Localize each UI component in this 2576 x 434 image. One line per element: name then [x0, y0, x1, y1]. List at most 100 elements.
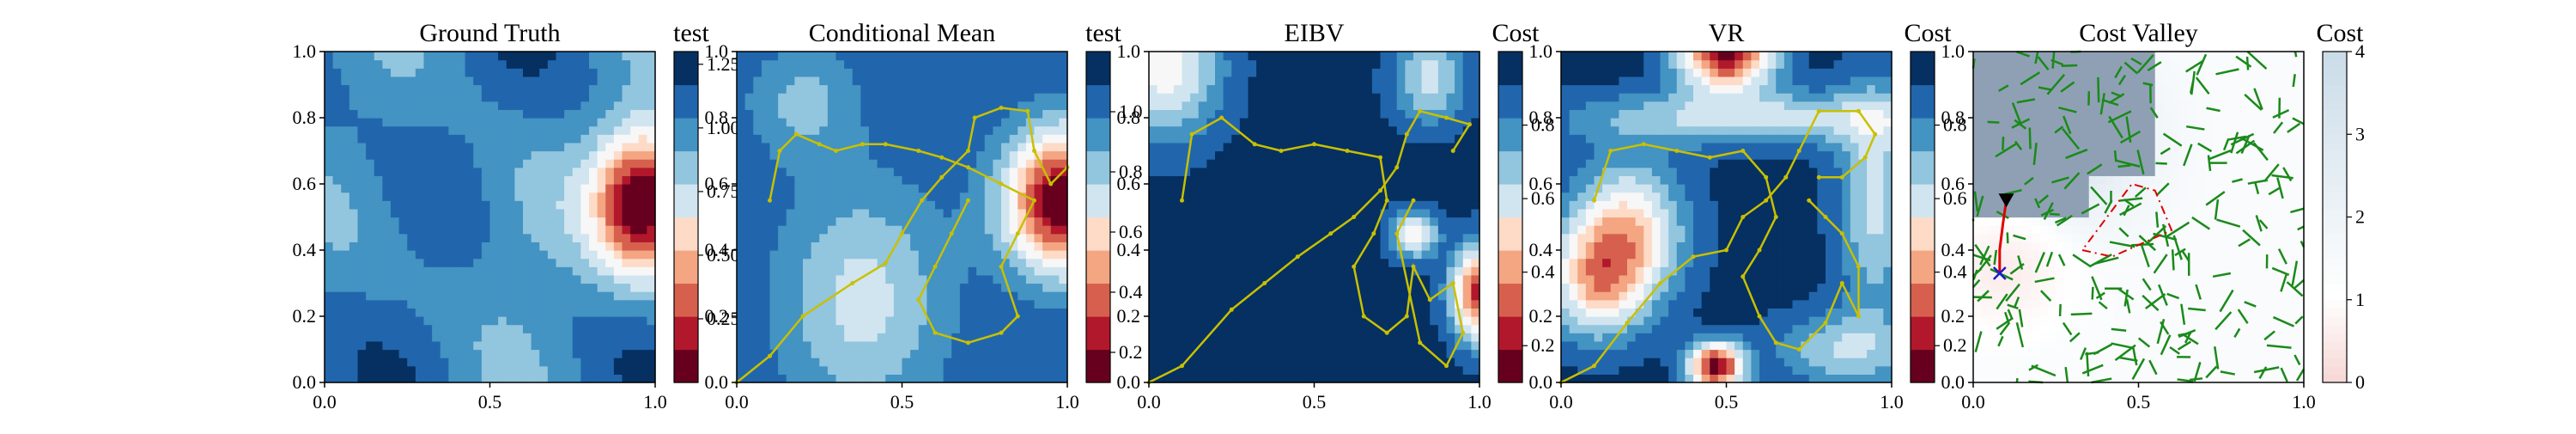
heatmap-cell: [844, 250, 853, 259]
heatmap-cell: [440, 101, 449, 110]
heatmap-cell: [844, 300, 853, 309]
heatmap-cell: [589, 366, 598, 375]
heatmap-cell: [1174, 284, 1182, 292]
heatmap-cell: [630, 225, 639, 234]
heatmap-cell: [1397, 325, 1406, 333]
heatmap-cell: [1381, 76, 1389, 85]
heatmap-cell: [366, 225, 374, 234]
heatmap-cell: [1256, 300, 1265, 309]
heatmap-cell: [564, 68, 573, 76]
heatmap-cell: [860, 175, 869, 184]
heatmap-cell: [803, 366, 811, 375]
heatmap-cell: [1381, 266, 1389, 275]
heatmap-cell: [1297, 275, 1306, 284]
heatmap-cell: [473, 341, 482, 350]
heatmap-cell: [753, 300, 762, 309]
heatmap-cell: [465, 266, 474, 275]
heatmap-cell: [416, 151, 424, 160]
path-waypoint: [1412, 265, 1416, 269]
heatmap-cell: [910, 333, 919, 341]
heatmap-cell: [985, 143, 993, 151]
heatmap-cell: [1463, 266, 1472, 275]
heatmap-cell: [1059, 259, 1067, 267]
heatmap-cell: [1199, 316, 1207, 325]
heatmap-cell: [341, 341, 349, 350]
heatmap-cell: [1149, 109, 1157, 118]
heatmap-cell: [556, 291, 565, 300]
heatmap-cell: [1297, 101, 1306, 110]
heatmap-cell: [391, 134, 399, 143]
heatmap-cell: [1322, 118, 1331, 126]
heatmap-cell: [548, 209, 556, 217]
heatmap-cell: [770, 217, 779, 226]
heatmap-cell: [630, 151, 639, 160]
heatmap-cell: [647, 118, 655, 126]
heatmap-cell: [1463, 60, 1472, 69]
heatmap-cell: [985, 159, 993, 168]
heatmap-cell: [1471, 209, 1479, 217]
heatmap-cell: [358, 333, 367, 341]
heatmap-cell: [885, 126, 894, 135]
heatmap-cell: [919, 109, 927, 118]
heatmap-cell: [416, 193, 424, 201]
heatmap-cell: [1182, 68, 1191, 76]
heatmap-cell: [407, 250, 416, 259]
heatmap-cell: [573, 259, 581, 267]
heatmap-cell: [1364, 225, 1372, 234]
heatmap-cell: [878, 184, 886, 193]
heatmap-cell: [473, 333, 482, 341]
heatmap-cell: [1463, 374, 1472, 382]
heatmap-cell: [1290, 168, 1298, 176]
heatmap-cell: [498, 374, 507, 382]
heatmap-cell: [869, 234, 878, 242]
heatmap-cell: [1059, 175, 1067, 184]
heatmap-cell: [1331, 374, 1340, 382]
heatmap-cell: [507, 93, 515, 101]
heatmap-cell: [482, 101, 490, 110]
heatmap-cell: [869, 350, 878, 358]
heatmap-cell: [399, 101, 408, 110]
heatmap-cell: [473, 52, 482, 60]
heatmap-cell: [498, 200, 507, 209]
heatmap-cell: [1339, 126, 1347, 135]
heatmap-cell: [366, 341, 374, 350]
heatmap-cell: [1290, 316, 1298, 325]
heatmap-cell: [960, 52, 969, 60]
heatmap-cell: [391, 151, 399, 160]
heatmap-cell: [1447, 325, 1455, 333]
heatmap-cell: [639, 168, 647, 176]
heatmap-cell: [803, 241, 811, 250]
heatmap-cell: [819, 225, 828, 234]
heatmap-cell: [1182, 284, 1191, 292]
heatmap-cell: [910, 101, 919, 110]
heatmap-cell: [1347, 52, 1356, 60]
heatmap-cell: [1231, 60, 1240, 69]
heatmap-cell: [819, 151, 828, 160]
heatmap-cell: [745, 209, 754, 217]
heatmap-cell: [366, 143, 374, 151]
heatmap-cell: [465, 241, 474, 250]
heatmap-cell: [960, 275, 969, 284]
heatmap-cell: [1018, 52, 1026, 60]
heatmap-cell: [514, 193, 523, 201]
heatmap-cell: [614, 184, 623, 193]
heatmap-cell: [1372, 143, 1381, 151]
heatmap-cell: [1405, 85, 1413, 94]
heatmap-cell: [1356, 68, 1364, 76]
path-waypoint: [1048, 182, 1053, 186]
heatmap-cell: [1347, 284, 1356, 292]
heatmap-cell: [960, 308, 969, 316]
heatmap-cell: [878, 250, 886, 259]
heatmap-cell: [507, 350, 515, 358]
heatmap-cell: [1339, 358, 1347, 366]
heatmap-cell: [894, 151, 902, 160]
heatmap-cell: [944, 193, 952, 201]
heatmap-cell: [819, 175, 828, 184]
heatmap-cell: [349, 325, 358, 333]
heatmap-cell: [341, 266, 349, 275]
heatmap-cell: [358, 143, 367, 151]
heatmap-cell: [787, 184, 795, 193]
heatmap-cell: [598, 60, 606, 69]
heatmap-cell: [944, 358, 952, 366]
heatmap-cell: [1059, 241, 1067, 250]
